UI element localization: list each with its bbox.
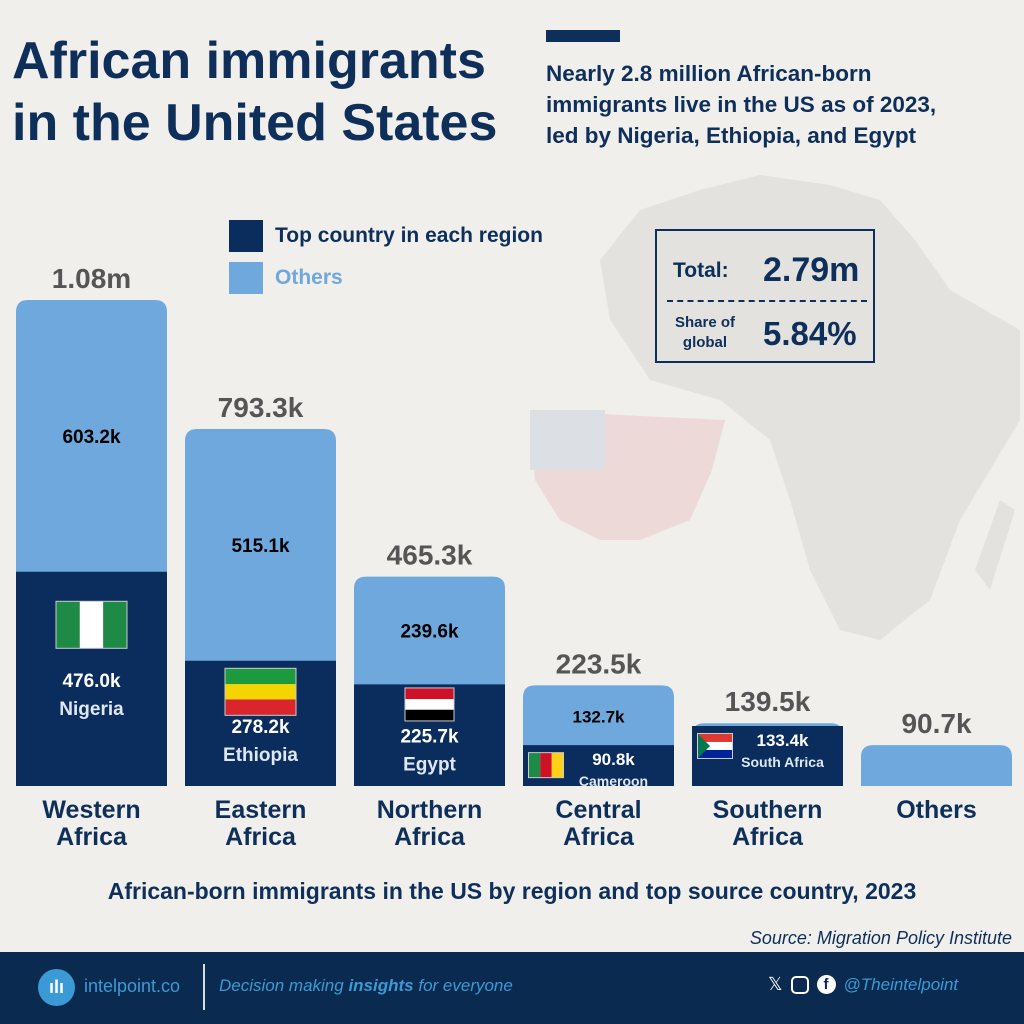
total-label: 465.3k bbox=[387, 540, 473, 571]
category-label: Africa bbox=[56, 823, 128, 851]
subtitle-line: Nearly 2.8 million African-born bbox=[546, 61, 872, 86]
others-value-label: 132.7k bbox=[573, 707, 626, 726]
flag-stripe bbox=[225, 684, 296, 700]
us-flag-map bbox=[530, 410, 725, 540]
tagline-text: for everyone bbox=[413, 976, 513, 995]
country-label: Nigeria bbox=[59, 699, 124, 720]
category-label: Africa bbox=[225, 823, 297, 851]
title-line: African immigrants bbox=[12, 32, 486, 90]
category-label: Southern bbox=[713, 796, 823, 824]
flag-stripe bbox=[56, 601, 80, 648]
total-label: 90.7k bbox=[901, 708, 971, 739]
category-label: Africa bbox=[394, 823, 466, 851]
brand-link[interactable]: intelpoint.co bbox=[84, 976, 181, 996]
category-label: Northern bbox=[377, 796, 483, 824]
legend-label: Top country in each region bbox=[275, 224, 543, 247]
tagline-bold: insights bbox=[348, 976, 414, 995]
top-value-label: 90.8k bbox=[592, 750, 635, 769]
flag-stripe bbox=[103, 601, 127, 648]
bar-chart: 1.08m603.2k476.0kNigeriaWesternAfrica793… bbox=[16, 263, 1012, 851]
logo-icon: ılı bbox=[38, 969, 75, 1006]
top-value-label: 278.2k bbox=[231, 717, 290, 738]
subtitle-line: immigrants live in the US as of 2023, bbox=[546, 92, 937, 117]
legend-swatch bbox=[229, 220, 263, 252]
total-label: 1.08m bbox=[52, 263, 131, 294]
footer: ılı intelpoint.co Decision making insigh… bbox=[0, 952, 1024, 1024]
social-links: 𝕏 f @Theintelpoint bbox=[768, 974, 958, 995]
facebook-icon[interactable]: f bbox=[816, 975, 836, 994]
share-label: Share of global bbox=[665, 313, 745, 353]
flag-stripe bbox=[540, 753, 552, 778]
flag-stripe bbox=[79, 601, 104, 648]
flag-stripe bbox=[698, 749, 732, 758]
divider bbox=[667, 300, 867, 302]
subtitle: Nearly 2.8 million African-born immigrant… bbox=[546, 58, 936, 151]
title-line: in the United States bbox=[12, 94, 498, 152]
flag-stripe bbox=[405, 688, 454, 700]
legend-item-others: Others bbox=[229, 262, 543, 294]
summary-box: Total: 2.79m Share of global 5.84% bbox=[655, 229, 875, 363]
bar-top-country bbox=[16, 571, 167, 786]
category-label: Africa bbox=[732, 823, 804, 851]
bar-top-country bbox=[185, 660, 336, 786]
total-value: 2.79m bbox=[763, 251, 860, 289]
total-label: 139.5k bbox=[725, 686, 811, 717]
others-value-label: 603.2k bbox=[62, 427, 121, 448]
flag-stripe bbox=[529, 753, 541, 778]
instagram-icon[interactable] bbox=[790, 975, 809, 994]
chart-caption: African-born immigrants in the US by reg… bbox=[107, 878, 917, 904]
total-label: 223.5k bbox=[556, 648, 642, 679]
category-label: Others bbox=[896, 796, 977, 824]
flag-stripe bbox=[698, 741, 732, 750]
category-label: Western bbox=[42, 796, 140, 824]
divider bbox=[203, 964, 205, 1010]
others-value-label: 239.6k bbox=[400, 622, 459, 643]
share-label-line: global bbox=[682, 334, 728, 351]
legend-item-top: Top country in each region bbox=[229, 220, 543, 252]
category-label: Central bbox=[555, 796, 641, 824]
share-label-line: Share of bbox=[674, 314, 735, 331]
others-value-label: 515.1k bbox=[231, 536, 290, 557]
country-label: Egypt bbox=[403, 754, 456, 775]
top-value-label: 225.7k bbox=[400, 726, 459, 747]
bar-others bbox=[861, 745, 1012, 786]
madagascar-shape bbox=[975, 500, 1015, 590]
flag-stripe bbox=[405, 699, 454, 710]
tagline-text: Decision making bbox=[219, 976, 349, 995]
flag-stripe bbox=[698, 733, 732, 742]
legend-swatch bbox=[229, 262, 263, 294]
total-label: 793.3k bbox=[218, 392, 304, 423]
flag-stripe bbox=[551, 753, 563, 778]
flag-stripe bbox=[405, 709, 454, 721]
accent-bar bbox=[546, 30, 620, 42]
flag-detail bbox=[698, 733, 710, 758]
country-label: Ethiopia bbox=[223, 745, 298, 766]
country-label: South Africa bbox=[741, 754, 824, 770]
social-handle[interactable]: @Theintelpoint bbox=[843, 974, 959, 994]
source: Source: Migration Policy Institute bbox=[749, 928, 1012, 948]
category-label: Eastern bbox=[215, 796, 307, 824]
legend-label: Others bbox=[275, 266, 343, 289]
africa-map-shape bbox=[600, 175, 1020, 640]
legend: Top country in each region Others bbox=[229, 220, 543, 304]
total-label: Total: bbox=[673, 259, 729, 282]
share-value: 5.84% bbox=[763, 315, 857, 352]
country-label: Cameroon bbox=[579, 773, 648, 789]
subtitle-line: led by Nigeria, Ethiopia, and Egypt bbox=[546, 123, 917, 148]
category-label: Africa bbox=[563, 823, 635, 851]
x-icon[interactable]: 𝕏 bbox=[768, 974, 783, 994]
top-value-label: 476.0k bbox=[62, 671, 121, 692]
flag-stripe bbox=[225, 668, 296, 685]
tagline: Decision making insights for everyone bbox=[219, 976, 513, 996]
flag-stripe bbox=[225, 699, 296, 715]
top-value-label: 133.4k bbox=[757, 731, 810, 750]
page-title: African immigrants in the United States bbox=[12, 30, 497, 154]
bar-top-country bbox=[354, 684, 505, 786]
